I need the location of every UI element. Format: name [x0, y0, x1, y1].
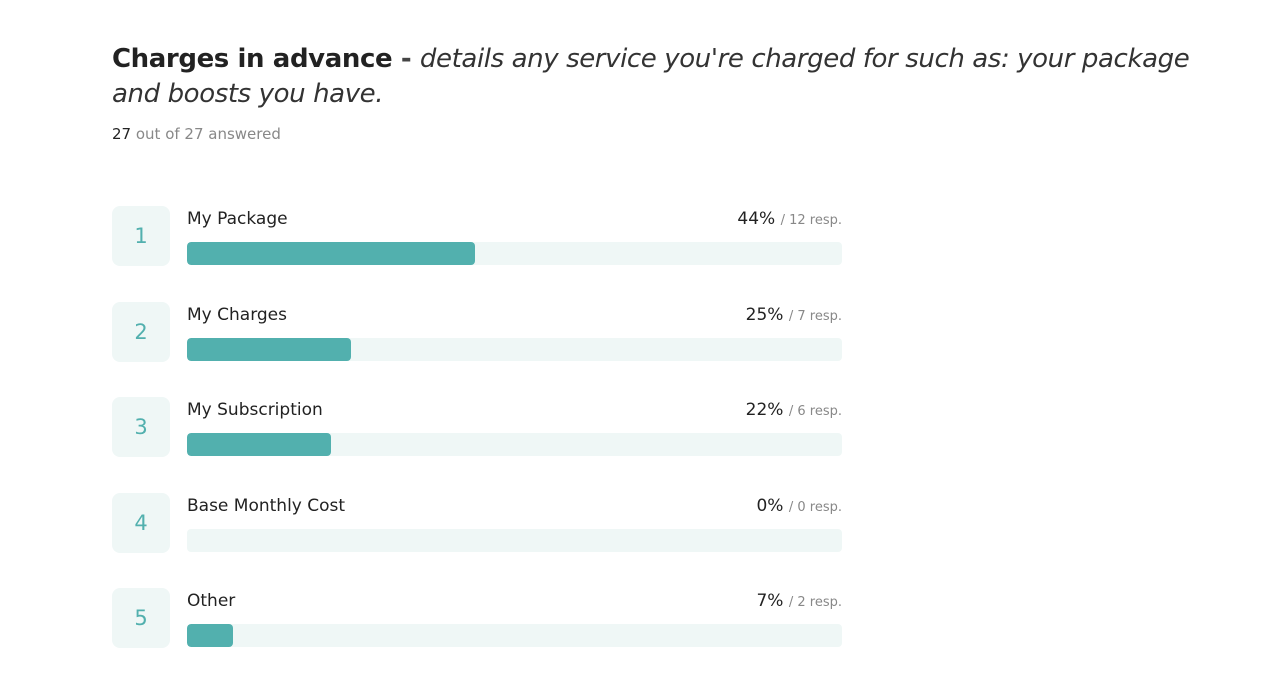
- option-stat: 0% / 0 resp.: [756, 496, 842, 516]
- result-row: 1 My Package 44% / 12 resp.: [112, 206, 842, 266]
- option-label: My Subscription: [187, 400, 323, 420]
- bar-fill: [187, 624, 233, 647]
- rank-badge: 2: [112, 301, 170, 362]
- bar-track: [187, 433, 842, 456]
- option-percent: 7%: [756, 591, 784, 611]
- bar-fill: [187, 337, 351, 361]
- rank-badge: 4: [112, 492, 170, 553]
- rank-badge: 1: [112, 206, 170, 266]
- result-row: 3 My Subscription 22% / 6 resp.: [112, 397, 842, 457]
- question-title: Charges in advance - details any service…: [112, 42, 1192, 112]
- bar-track: [187, 528, 842, 552]
- option-percent: 25%: [745, 304, 784, 325]
- result-row: 5 Other 7% / 2 resp.: [112, 588, 842, 648]
- question-header: Charges in advance - details any service…: [112, 42, 1192, 143]
- question-text: Charges in advance: [112, 44, 393, 74]
- option-label: Base Monthly Cost: [187, 495, 346, 516]
- option-responses: / 0 resp.: [788, 499, 842, 515]
- option-responses: / 7 resp.: [788, 308, 842, 324]
- option-stat: 22% / 6 resp.: [746, 400, 842, 420]
- option-responses: / 12 resp.: [780, 213, 842, 228]
- results-chart: 1 My Package 44% / 12 resp. 2 My Charges…: [112, 206, 842, 684]
- bar-track: [187, 624, 842, 647]
- result-row: 2 My Charges 25% / 7 resp.: [112, 301, 842, 362]
- bar-track: [187, 337, 842, 361]
- bar-fill: [187, 242, 476, 265]
- question-description: details any service you're charged for s…: [112, 44, 1190, 109]
- rank-badge: 3: [112, 397, 170, 457]
- option-responses: / 6 resp.: [788, 404, 842, 419]
- option-stat: 44% / 12 resp.: [737, 209, 842, 229]
- option-label: My Package: [187, 209, 288, 229]
- answered-count: 27: [112, 125, 132, 143]
- bar-fill: [187, 433, 332, 456]
- option-label: My Charges: [187, 304, 287, 325]
- option-stat: 25% / 7 resp.: [746, 305, 842, 325]
- answered-summary: 27 out of 27 answered: [112, 125, 1192, 143]
- option-responses: / 2 resp.: [788, 595, 842, 610]
- option-label: Other: [187, 591, 236, 611]
- title-separator: -: [392, 44, 420, 74]
- bar-track: [187, 242, 842, 265]
- answered-total: out of 27 answered: [131, 125, 281, 143]
- option-stat: 7% / 2 resp.: [756, 591, 842, 611]
- rank-badge: 5: [112, 588, 170, 648]
- option-percent: 44%: [737, 209, 776, 229]
- result-row: 4 Base Monthly Cost 0% / 0 resp.: [112, 492, 842, 553]
- option-percent: 22%: [745, 400, 784, 420]
- option-percent: 0%: [756, 495, 784, 516]
